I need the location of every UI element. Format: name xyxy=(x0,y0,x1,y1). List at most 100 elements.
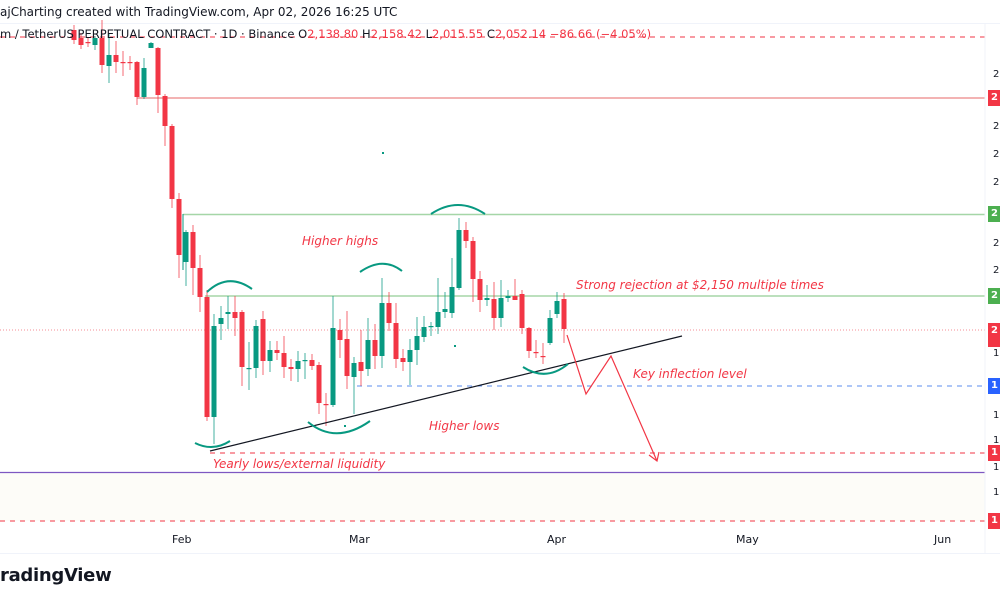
ohlc-open-label: O xyxy=(298,27,308,41)
candle-body xyxy=(400,358,406,362)
divider xyxy=(0,23,1000,24)
swing-low-arc-2 xyxy=(307,420,371,435)
candle-body xyxy=(407,350,413,362)
candle-body xyxy=(92,38,98,45)
time-axis-border xyxy=(0,553,1000,554)
candle-body xyxy=(113,55,119,62)
projection-arrowhead xyxy=(648,451,660,463)
candle-body xyxy=(106,55,112,66)
candle-body xyxy=(295,361,301,369)
candle-body xyxy=(540,356,546,358)
ohlc-open: 2,138.80 xyxy=(307,27,359,41)
candle-body xyxy=(253,326,259,368)
ohlc-close: 2,052.14 xyxy=(494,27,547,41)
symbol-legend[interactable]: m / TetherUS PERPETUAL CONTRACT · 1D · B… xyxy=(0,27,651,41)
candle-body xyxy=(344,339,350,376)
candle-body xyxy=(491,299,497,318)
candle-body xyxy=(120,62,126,64)
candle-body xyxy=(183,232,189,262)
price-tick: 1 xyxy=(993,462,1000,473)
candle-body xyxy=(449,287,455,313)
candle-body xyxy=(484,298,490,300)
candle-body xyxy=(372,340,378,356)
swing-low-arc-3 xyxy=(522,363,569,375)
candle-body xyxy=(554,301,560,314)
candle-body xyxy=(155,48,161,95)
ohlc-low: 2,015.55 xyxy=(431,27,484,41)
candle-body xyxy=(428,326,434,328)
annotation-yearly-lows: Yearly lows/external liquidity xyxy=(213,457,386,471)
marker-dot xyxy=(382,152,384,154)
candle-body xyxy=(435,312,441,327)
candle-body xyxy=(169,126,175,199)
price-tick: 2 xyxy=(993,149,1000,160)
candle-body xyxy=(288,367,294,369)
candle-body xyxy=(148,43,154,48)
candle-body xyxy=(330,328,336,405)
price-tick: 1 xyxy=(993,348,1000,359)
candlestick-series xyxy=(71,20,567,444)
candle-body xyxy=(477,279,483,300)
candle-body xyxy=(246,368,252,370)
candle-body xyxy=(260,319,266,361)
candle-body xyxy=(463,230,469,241)
candle-body xyxy=(190,232,196,268)
candle-body xyxy=(127,62,133,64)
swing-high-arc-2 xyxy=(359,262,403,273)
candle-body xyxy=(267,350,273,361)
candle-body xyxy=(274,350,280,353)
price-tick: 2 xyxy=(993,265,1000,276)
candle-body xyxy=(526,328,532,351)
time-axis-label-mar: Mar xyxy=(349,533,370,546)
range-zone xyxy=(0,473,985,521)
candle-body xyxy=(176,199,182,255)
symbol-name[interactable]: m / TetherUS PERPETUAL CONTRACT · 1D · B… xyxy=(0,27,295,41)
candle-body xyxy=(393,323,399,359)
candle-body xyxy=(232,312,238,318)
tradingview-logo: radingView xyxy=(0,565,112,586)
candle-body xyxy=(225,312,231,314)
price-tag-current: 2 xyxy=(988,323,1000,347)
price-tick: 1 xyxy=(993,487,1000,498)
swing-high-arc-1 xyxy=(206,280,253,293)
candle-body xyxy=(533,352,539,354)
price-tag-lower-target: 1 xyxy=(988,513,1000,529)
candle-body xyxy=(218,318,224,324)
price-tag-range-high: 2 xyxy=(988,206,1000,222)
candle-body xyxy=(323,404,329,406)
candle-body xyxy=(337,330,343,340)
candle-body xyxy=(204,297,210,417)
time-axis-label-feb: Feb xyxy=(172,533,192,546)
price-tag-yearly-lows: 1 xyxy=(988,445,1000,461)
price-tick: 2 xyxy=(993,69,1000,80)
ohlc-high: 2,158.42 xyxy=(370,27,422,41)
candle-body xyxy=(351,363,357,377)
annotation-key-inflection: Key inflection level xyxy=(633,367,747,381)
marker-dot xyxy=(344,425,346,427)
annotation-higher-lows: Higher lows xyxy=(429,419,500,433)
candle-body xyxy=(386,303,392,323)
price-tick: 2 xyxy=(993,121,1000,132)
price-tag-rejection: 2 xyxy=(988,288,1000,304)
attribution-text: ajCharting created with TradingView.com,… xyxy=(0,5,398,19)
marker-dot xyxy=(454,345,456,347)
candle-body xyxy=(281,353,287,367)
candle-body xyxy=(78,38,84,45)
candle-body xyxy=(162,96,168,126)
candle-body xyxy=(358,362,364,371)
candle-body xyxy=(561,299,567,329)
price-tick: 2 xyxy=(993,177,1000,188)
time-axis-label-apr: Apr xyxy=(547,533,567,546)
candle-body xyxy=(141,68,147,97)
candle-body xyxy=(505,296,511,298)
ohlc-change: −86.66 (−4.05%) xyxy=(549,27,652,41)
annotation-rejection: Strong rejection at $2,150 multiple time… xyxy=(576,278,824,292)
swing-high-arc-3 xyxy=(430,204,486,215)
candle-body xyxy=(134,62,140,97)
price-tick: 1 xyxy=(993,435,1000,446)
candle-body xyxy=(316,365,322,403)
candle-body xyxy=(498,298,504,318)
swing-low-arc-1 xyxy=(194,440,231,448)
candle-body xyxy=(456,230,462,288)
